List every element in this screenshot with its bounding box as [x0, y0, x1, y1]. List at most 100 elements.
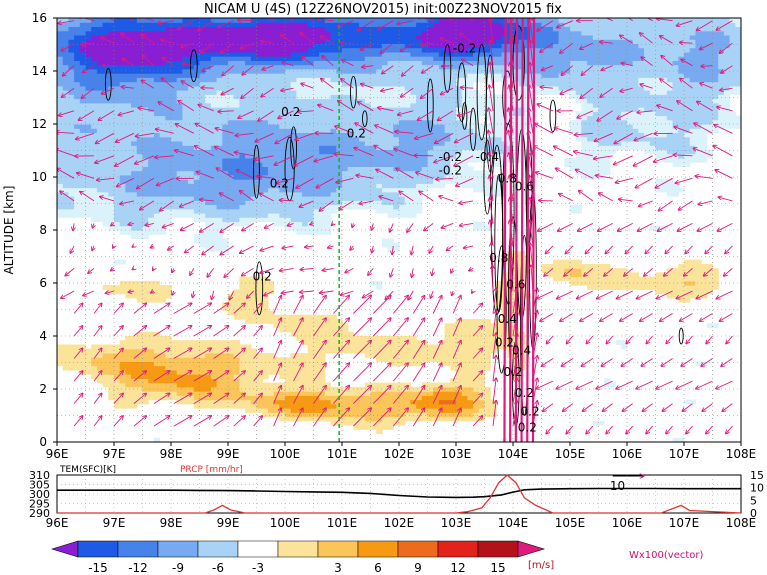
shade-cell: [267, 196, 275, 201]
shade-cell: [313, 47, 320, 53]
shade-cell: [102, 141, 109, 146]
shade-cell: [438, 174, 446, 180]
shade-cell: [262, 382, 269, 388]
shade-cell: [62, 149, 69, 155]
shade-cell: [68, 22, 75, 27]
shade-cell: [102, 162, 109, 167]
shade-cell: [239, 204, 246, 210]
shade-cell: [461, 90, 468, 95]
shade-cell: [159, 85, 166, 91]
shade-cell: [302, 314, 309, 320]
shade-cell: [108, 353, 115, 358]
shade-cell: [324, 111, 332, 117]
shade-cell: [427, 162, 434, 167]
shade-cell: [399, 81, 406, 87]
shade-cell: [273, 68, 280, 74]
shade-cell: [228, 213, 235, 218]
shade-cell: [159, 183, 166, 189]
shade-cell: [193, 115, 201, 121]
shade-cell: [399, 153, 406, 159]
shade-cell: [478, 357, 486, 362]
shade-cell: [421, 395, 429, 401]
shade-cell: [250, 297, 258, 303]
shade-cell: [182, 378, 189, 384]
shade-cell: [296, 331, 303, 337]
shade-cell: [159, 369, 166, 375]
shade-cell: [461, 51, 468, 57]
shade-cell: [119, 162, 126, 167]
shade-cell: [319, 102, 326, 108]
shade-cell: [330, 166, 337, 172]
shade-cell: [262, 56, 269, 61]
shade-cell: [171, 374, 178, 379]
shade-cell: [376, 145, 383, 150]
shade-cell: [159, 81, 166, 87]
shade-cell: [142, 293, 149, 299]
shade-cell: [438, 39, 446, 44]
shade-cell: [450, 111, 457, 117]
shade-cell: [142, 43, 149, 49]
shade-cell: [119, 213, 126, 218]
shade-cell: [387, 149, 394, 155]
shade-cell: [176, 30, 183, 36]
shade-cell: [478, 141, 486, 146]
shade-cell: [427, 111, 434, 117]
shade-cell: [210, 51, 218, 57]
shade-cell: [142, 85, 149, 91]
shade-cell: [148, 285, 155, 290]
shade-cell: [153, 348, 161, 354]
shade-cell: [171, 170, 178, 176]
shade-cell: [68, 81, 75, 87]
shade-cell: [62, 56, 69, 61]
shade-cell: [57, 157, 64, 163]
shade-cell: [359, 60, 366, 66]
shade-cell: [290, 43, 297, 49]
shade-cell: [467, 64, 474, 70]
shade-cell: [228, 94, 235, 100]
shade-cell: [267, 98, 275, 104]
shade-cell: [256, 361, 263, 367]
shade-cell: [416, 348, 423, 354]
shade-cell: [433, 102, 440, 108]
shade-cell: [467, 22, 474, 27]
shade-cell: [119, 386, 126, 392]
shade-cell: [136, 132, 144, 138]
shade-cell: [119, 179, 126, 184]
shade-cell: [199, 47, 206, 53]
shade-cell: [159, 285, 166, 290]
shade-cell: [119, 166, 126, 172]
shade-cell: [262, 30, 269, 36]
shade-cell: [210, 64, 218, 70]
shade-cell: [205, 344, 212, 350]
shade-cell: [370, 102, 377, 108]
shade-cell: [387, 85, 394, 91]
shade-cell: [473, 391, 480, 396]
shade-cell: [387, 98, 394, 104]
shade-cell: [68, 357, 75, 362]
shade-cell: [313, 90, 320, 95]
shade-cell: [108, 136, 115, 142]
shade-cell: [387, 425, 394, 430]
shade-cell: [393, 247, 400, 252]
shade-cell: [91, 39, 98, 44]
shade-cell: [210, 191, 218, 197]
shade-cell: [136, 166, 144, 172]
shade-cell: [444, 344, 451, 350]
shade-cell: [262, 22, 269, 27]
shade-cell: [210, 196, 218, 201]
shade-cell: [171, 102, 178, 108]
shade-cell: [290, 208, 297, 214]
shade-cell: [165, 128, 172, 133]
shade-cell: [91, 124, 98, 129]
shade-cell: [324, 115, 332, 121]
shade-cell: [205, 39, 212, 44]
shade-cell: [336, 141, 343, 146]
shade-cell: [199, 378, 206, 384]
shade-cell: [364, 107, 372, 112]
shade-cell: [359, 416, 366, 422]
shade-cell: [484, 115, 491, 121]
shade-cell: [302, 353, 309, 358]
shade-cell: [216, 399, 223, 405]
shade-cell: [96, 90, 104, 95]
shade-cell: [256, 136, 263, 142]
